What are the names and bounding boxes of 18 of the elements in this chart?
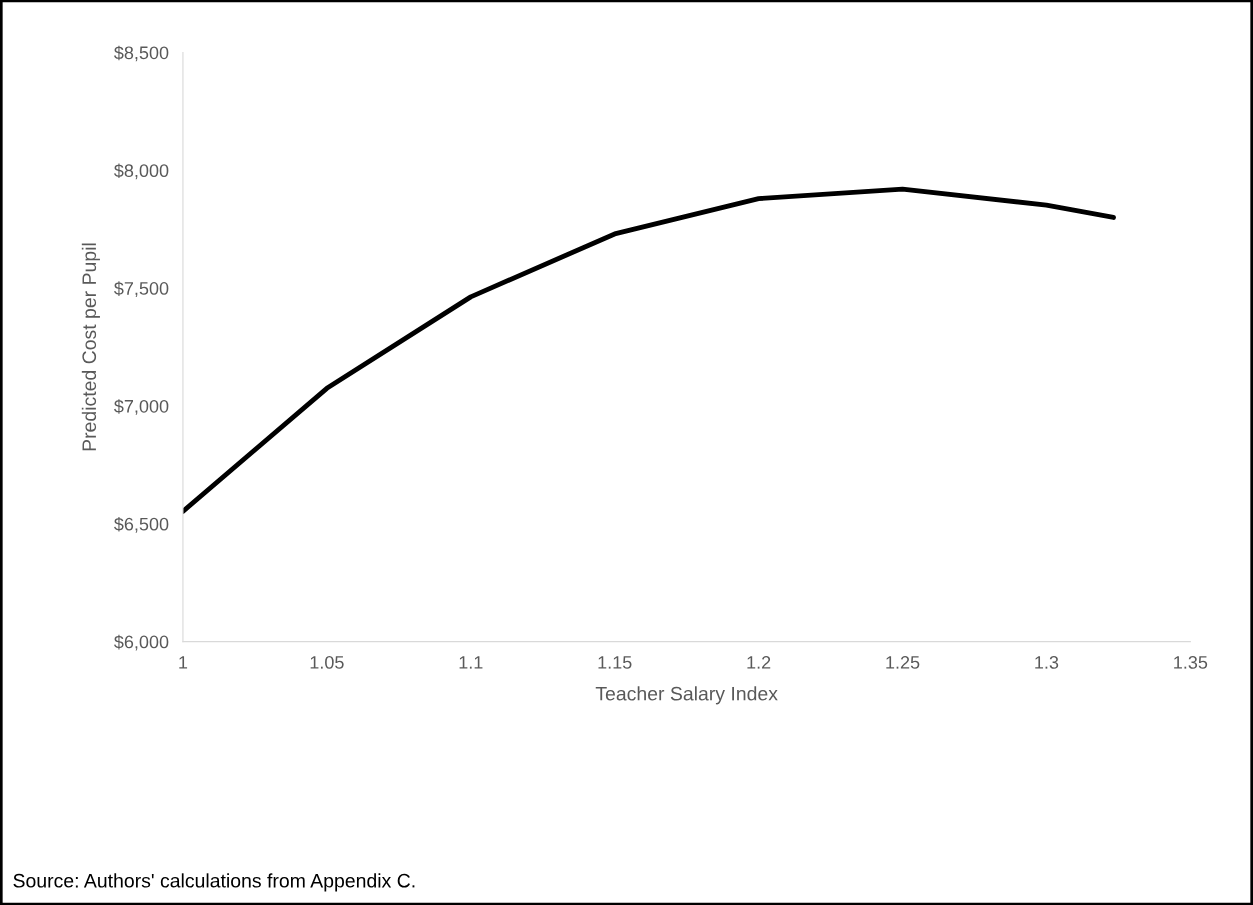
x-axis-title: Teacher Salary Index — [595, 686, 778, 705]
y-tick-label: $6,000 — [114, 634, 169, 651]
x-tick-label: 1.35 — [1174, 656, 1208, 669]
x-tick-label: 1.25 — [886, 656, 920, 669]
y-tick-label: $8,500 — [114, 45, 169, 62]
x-tick-label: 1.3 — [1035, 656, 1059, 669]
x-tick-label: 1.15 — [598, 656, 632, 669]
y-tick-label: $8,000 — [114, 163, 169, 180]
y-tick-label: $7,000 — [114, 399, 169, 415]
x-tick-label: 1.05 — [310, 656, 344, 669]
y-axis-title: Predicted Cost per Pupil — [81, 243, 100, 451]
line-series — [182, 186, 1116, 514]
source-note: Source: Authors' calculations from Appendix C. — [13, 873, 415, 892]
x-tick-label: 1 — [179, 656, 188, 669]
x-tick-label: 1.2 — [747, 656, 771, 669]
y-tick-label: $6,500 — [114, 516, 169, 533]
y-tick-label: $7,500 — [114, 281, 169, 297]
x-tick-label: 1.1 — [459, 656, 483, 669]
